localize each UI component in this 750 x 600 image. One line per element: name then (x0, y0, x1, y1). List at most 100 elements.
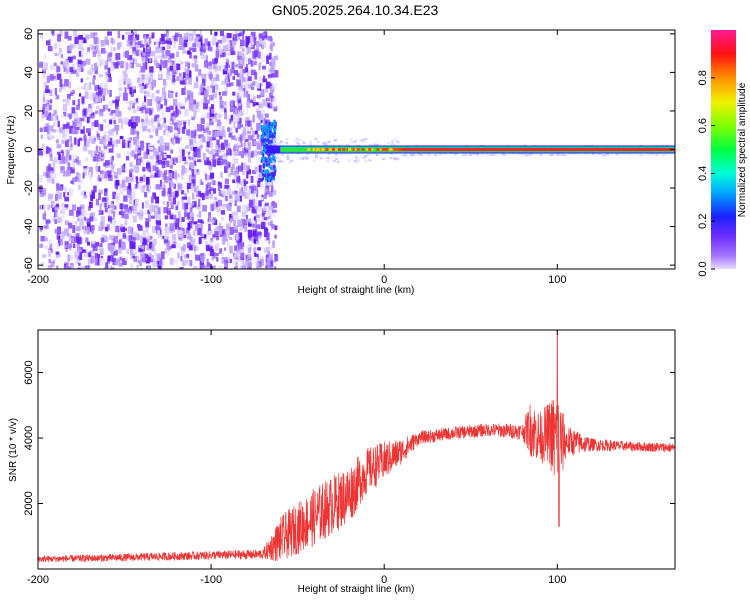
onset-cell (267, 129, 270, 133)
noise-cell (230, 50, 236, 55)
noise-cell (253, 216, 256, 221)
noise-cell (85, 85, 89, 92)
noise-cell (108, 148, 114, 153)
noise-cell (125, 235, 130, 241)
noise-cell (141, 185, 145, 193)
noise-cell (76, 223, 81, 232)
noise-cell (149, 155, 154, 160)
noise-cell (181, 127, 185, 134)
noise-cell (63, 187, 67, 192)
noise-cell (176, 102, 182, 107)
noise-cell (103, 83, 108, 91)
noise-cell (80, 66, 84, 73)
noise-cell (120, 223, 124, 228)
noise-cell (193, 149, 198, 158)
noise-cell (265, 232, 270, 241)
noise-cell (47, 126, 50, 134)
noise-cell (166, 232, 172, 240)
noise-cell (272, 240, 275, 248)
noise-cell (212, 85, 215, 93)
halo-cell (396, 157, 400, 160)
halo-cell (353, 140, 357, 143)
noise-cell (131, 192, 136, 200)
noise-cell (237, 205, 241, 212)
noise-cell (193, 221, 198, 225)
noise-cell (64, 139, 69, 147)
noise-cell (127, 226, 133, 234)
noise-cell (235, 59, 240, 67)
noise-cell (175, 205, 179, 211)
noise-cell (94, 153, 99, 162)
noise-cell (212, 58, 217, 65)
noise-cell (48, 104, 52, 111)
noise-cell (236, 79, 242, 87)
noise-cell (186, 227, 190, 234)
noise-cell (169, 164, 173, 169)
noise-cell (132, 232, 135, 241)
noise-cell (209, 94, 214, 101)
noise-cell (39, 205, 42, 210)
noise-cell (194, 197, 198, 203)
halo-cell (305, 152, 309, 155)
noise-cell (77, 267, 81, 269)
onset-cell (271, 132, 274, 136)
spectrogram-x-label: Height of straight line (km) (298, 285, 415, 296)
noise-cell (102, 95, 106, 101)
noise-cell (60, 149, 64, 153)
halo-cell (367, 153, 370, 156)
noise-cell (169, 215, 174, 220)
noise-cell (150, 159, 154, 166)
noise-cell (250, 69, 256, 76)
noise-cell (212, 201, 216, 205)
noise-cell (62, 103, 68, 112)
noise-cell (43, 225, 47, 229)
onset-cell (263, 163, 266, 167)
noise-cell (218, 92, 221, 96)
noise-cell (189, 260, 193, 267)
noise-cell (193, 82, 199, 89)
onset-cell (270, 157, 273, 161)
noise-cell (271, 83, 277, 89)
noise-cell (57, 52, 62, 58)
noise-cell (150, 215, 155, 219)
halo-cell (404, 153, 408, 156)
noise-cell (255, 108, 260, 113)
noise-cell (199, 144, 203, 149)
noise-cell (263, 232, 268, 237)
noise-cell (257, 231, 262, 236)
noise-cell (82, 145, 88, 152)
noise-cell (62, 171, 68, 177)
noise-cell (225, 43, 231, 51)
noise-cell (100, 237, 105, 243)
noise-cell (140, 234, 143, 243)
noise-cell (209, 187, 214, 191)
noise-cell (226, 59, 230, 68)
noise-cell (119, 135, 124, 140)
noise-cell (262, 78, 268, 83)
noise-cell (213, 71, 218, 76)
noise-cell (87, 206, 91, 211)
noise-cell (121, 74, 125, 82)
noise-cell (83, 135, 88, 142)
noise-cell (252, 229, 258, 236)
noise-cell (139, 157, 143, 163)
noise-cell (133, 256, 138, 263)
noise-cell (174, 131, 179, 137)
noise-cell (155, 96, 159, 102)
noise-cell (150, 174, 155, 179)
noise-cell (92, 246, 98, 252)
noise-cell (256, 206, 262, 212)
noise-cell (233, 69, 239, 76)
noise-cell (223, 107, 227, 113)
noise-cell (166, 242, 170, 250)
noise-cell (172, 197, 176, 205)
noise-cell (217, 199, 223, 207)
noise-cell (142, 52, 145, 57)
noise-cell (264, 228, 269, 233)
noise-cell (256, 254, 259, 258)
noise-cell (53, 121, 56, 127)
noise-cell (115, 179, 120, 186)
noise-cell (249, 99, 254, 104)
noise-cell (183, 230, 188, 235)
noise-cell (172, 116, 176, 121)
